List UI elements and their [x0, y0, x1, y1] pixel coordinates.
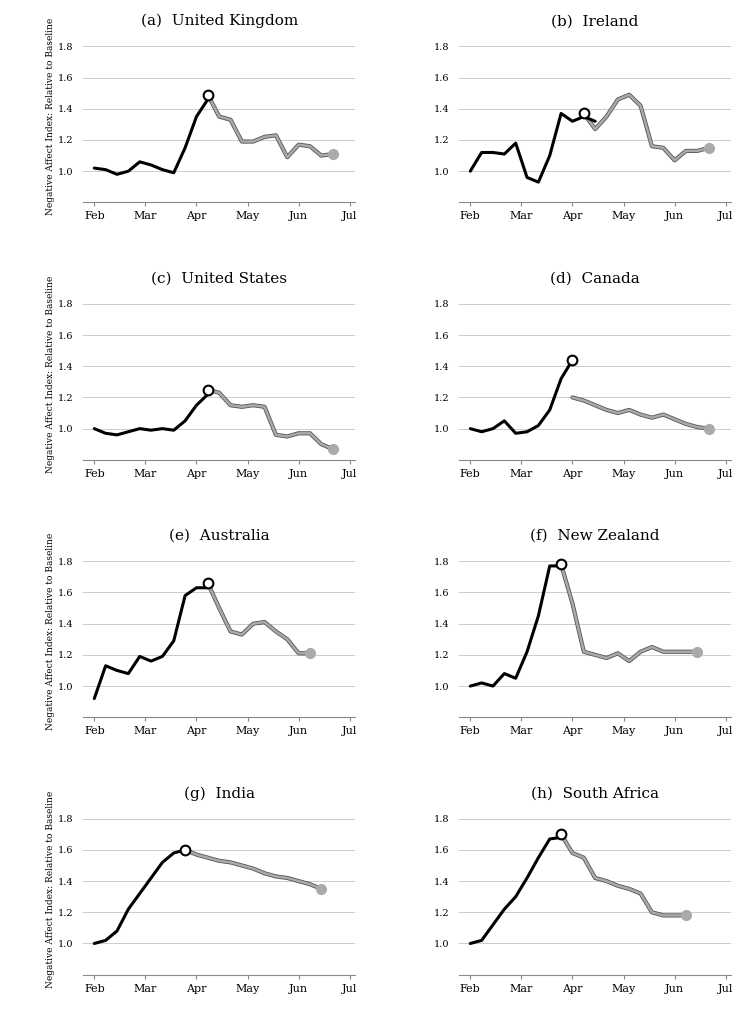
Title: (b)  Ireland: (b) Ireland: [551, 14, 639, 29]
Title: (f)  New Zealand: (f) New Zealand: [530, 529, 660, 543]
Y-axis label: Negative Affect Index: Relative to Baseline: Negative Affect Index: Relative to Basel…: [46, 532, 55, 731]
Title: (h)  South Africa: (h) South Africa: [531, 787, 659, 800]
Title: (d)  Canada: (d) Canada: [550, 272, 640, 285]
Y-axis label: Negative Affect Index: Relative to Baseline: Negative Affect Index: Relative to Basel…: [46, 790, 55, 987]
Title: (e)  Australia: (e) Australia: [169, 529, 269, 543]
Y-axis label: Negative Affect Index: Relative to Baseline: Negative Affect Index: Relative to Basel…: [46, 275, 55, 473]
Title: (a)  United Kingdom: (a) United Kingdom: [140, 13, 298, 29]
Title: (c)  United States: (c) United States: [151, 272, 287, 285]
Title: (g)  India: (g) India: [184, 786, 255, 800]
Y-axis label: Negative Affect Index: Relative to Baseline: Negative Affect Index: Relative to Basel…: [46, 18, 55, 215]
